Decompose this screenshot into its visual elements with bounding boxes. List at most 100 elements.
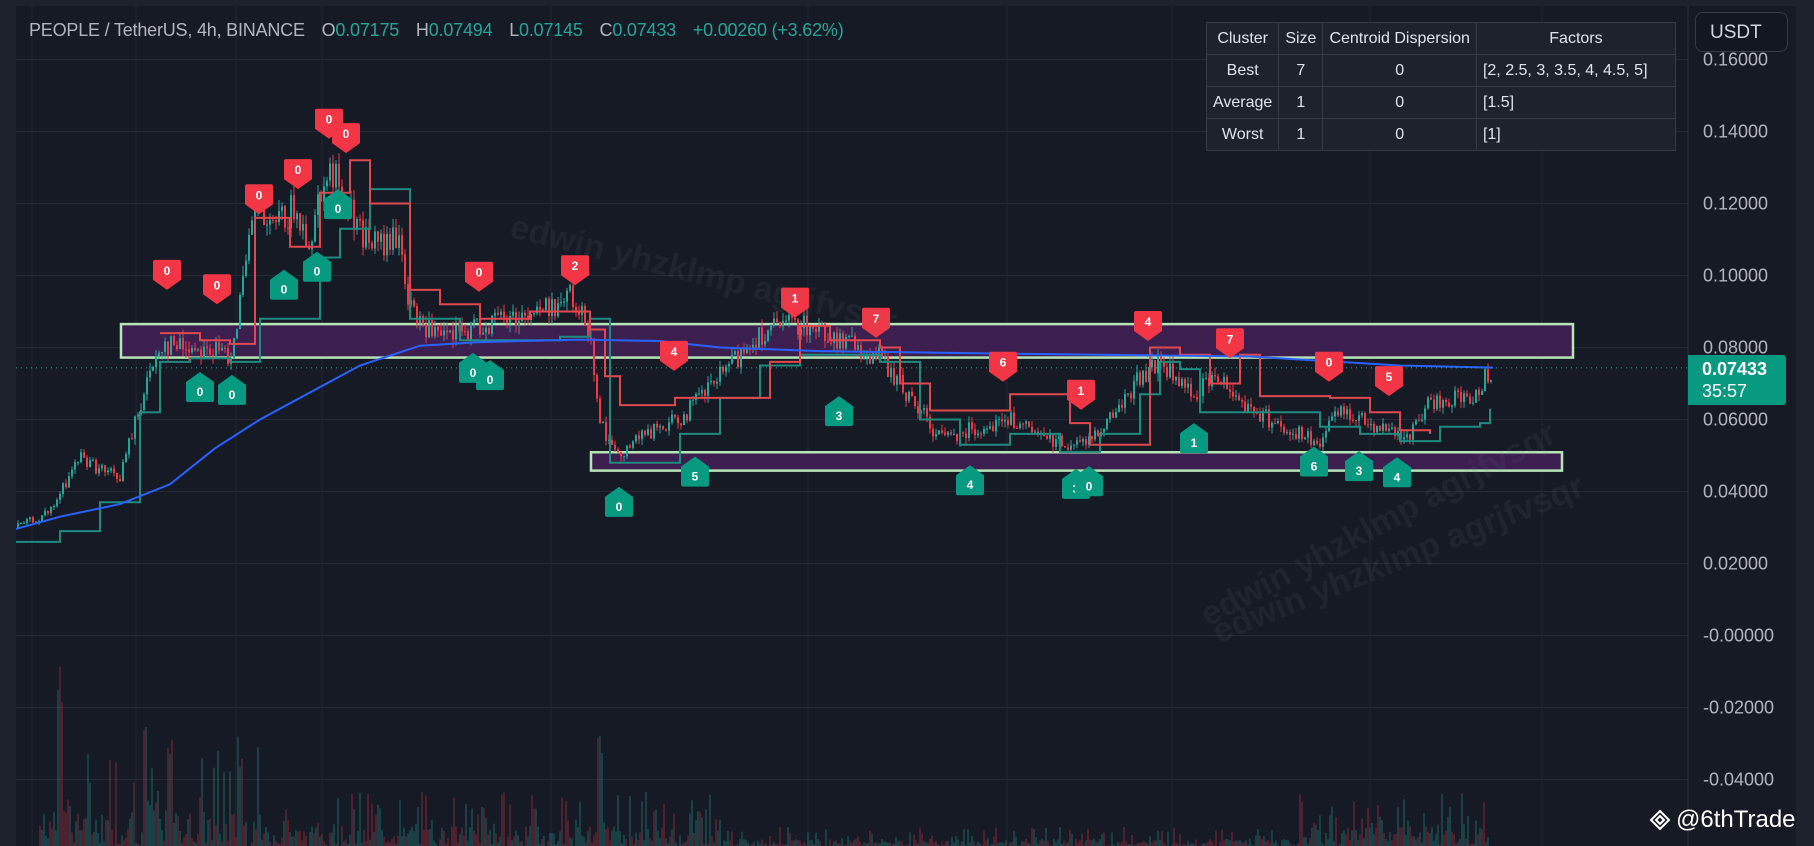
sell-signal-marker[interactable]: 0 xyxy=(465,261,493,292)
svg-text:0: 0 xyxy=(197,385,204,399)
cell-dispersion: 0 xyxy=(1322,54,1477,87)
sell-signal-marker[interactable]: 0 xyxy=(153,259,181,290)
brand-handle: @6thTrade xyxy=(1676,806,1796,833)
price-axis-tick: -0.04000 xyxy=(1703,769,1775,789)
table-row: Average 1 0 [1.5] xyxy=(1205,86,1676,119)
support-zone[interactable] xyxy=(589,451,1564,472)
sell-signal-marker[interactable]: 0 xyxy=(245,184,273,215)
top-border xyxy=(0,0,1814,6)
svg-text:0: 0 xyxy=(164,264,171,278)
sell-signal-marker[interactable]: 4 xyxy=(660,340,688,371)
svg-text:0: 0 xyxy=(256,188,263,202)
cell-dispersion: 0 xyxy=(1322,118,1477,151)
cell-cluster: Average xyxy=(1205,86,1280,119)
adaptive-ma-line xyxy=(15,338,1494,530)
svg-text:5: 5 xyxy=(1386,370,1393,384)
buy-signal-marker[interactable]: 5 xyxy=(681,456,709,487)
sell-signal-marker[interactable]: 1 xyxy=(1067,379,1095,410)
buy-signal-marker[interactable]: 0 xyxy=(186,371,214,402)
bar-countdown: 35:57 xyxy=(1702,381,1748,401)
open-label: O xyxy=(321,20,336,40)
svg-text:6: 6 xyxy=(1000,356,1007,370)
currency-button[interactable]: USDT xyxy=(1695,12,1788,52)
buy-signal-marker[interactable]: 4 xyxy=(956,465,984,496)
price-axis-tick: 0.16000 xyxy=(1703,49,1769,69)
svg-text:6: 6 xyxy=(1311,460,1318,474)
svg-text:4: 4 xyxy=(1145,315,1152,329)
svg-text:7: 7 xyxy=(873,312,880,326)
svg-text:0: 0 xyxy=(229,388,236,402)
price-axis-tick: 0.10000 xyxy=(1703,265,1769,285)
close-label: C xyxy=(599,20,613,40)
svg-text:7: 7 xyxy=(1227,332,1234,346)
svg-text:0: 0 xyxy=(476,266,483,280)
lower-trailing-stop-line xyxy=(16,188,1491,543)
sell-signal-marker[interactable]: 0 xyxy=(332,123,360,154)
upper-trailing-stop-line xyxy=(160,159,1431,446)
svg-text:0: 0 xyxy=(314,265,321,279)
signal-markers: 0000000241761470500000000534301634 xyxy=(153,108,1411,517)
svg-text:1: 1 xyxy=(792,292,799,306)
svg-text:4: 4 xyxy=(671,345,678,359)
sell-signal-marker[interactable]: 0 xyxy=(203,274,231,305)
buy-signal-marker[interactable]: 0 xyxy=(218,374,246,405)
svg-text:1: 1 xyxy=(1191,436,1198,450)
table-row: Worst 1 0 [1] xyxy=(1205,118,1676,151)
buy-signal-marker[interactable]: 0 xyxy=(605,486,633,517)
svg-text:3: 3 xyxy=(836,409,843,423)
sell-signal-marker[interactable]: 7 xyxy=(1216,328,1244,359)
sell-signal-marker[interactable]: 5 xyxy=(1375,366,1403,397)
buy-signal-marker[interactable]: 4 xyxy=(1383,457,1411,488)
buy-signal-marker[interactable]: 1 xyxy=(1180,423,1208,454)
open-value: 0.07175 xyxy=(335,20,400,40)
cell-size: 7 xyxy=(1278,54,1324,87)
svg-text:0: 0 xyxy=(470,366,477,380)
svg-text:0: 0 xyxy=(343,127,350,141)
cell-factors: [1] xyxy=(1475,118,1676,151)
buy-signal-marker[interactable]: 0 xyxy=(476,360,504,391)
buy-signal-marker[interactable]: 0 xyxy=(303,251,331,282)
cell-factors: [2, 2.5, 3, 3.5, 4, 4.5, 5] xyxy=(1475,54,1676,87)
cluster-stats-table: Cluster Size Centroid Dispersion Factors… xyxy=(1205,22,1676,151)
svg-text:5: 5 xyxy=(692,470,699,484)
buy-signal-marker[interactable]: 0 xyxy=(270,269,298,300)
buy-signal-marker[interactable]: 3 xyxy=(1345,451,1373,482)
sell-signal-marker[interactable]: 2 xyxy=(561,255,589,286)
price-axis-tick: 0.08000 xyxy=(1703,337,1769,357)
sell-signal-marker[interactable]: 0 xyxy=(284,159,312,190)
svg-text:1: 1 xyxy=(1078,384,1085,398)
sell-signal-marker[interactable]: 7 xyxy=(862,307,890,338)
svg-text:0: 0 xyxy=(1326,356,1333,370)
sell-signal-marker[interactable]: 4 xyxy=(1134,311,1162,342)
symbol-legend: PEOPLE / TetherUS, 4h, BINANCE O0.07175 … xyxy=(29,20,856,41)
symbol-title[interactable]: PEOPLE / TetherUS, 4h, BINANCE xyxy=(29,20,305,40)
high-value: 0.07494 xyxy=(428,20,493,40)
svg-text:0: 0 xyxy=(1086,479,1093,493)
price-axis-tick: 0.02000 xyxy=(1703,553,1769,573)
price-axis-tick: 0.06000 xyxy=(1703,409,1769,429)
sell-signal-marker[interactable]: 6 xyxy=(989,351,1017,382)
header-size: Size xyxy=(1278,22,1324,55)
right-border xyxy=(1796,0,1814,846)
low-label: L xyxy=(509,20,520,40)
header-cluster: Cluster xyxy=(1205,22,1280,55)
buy-signal-marker[interactable]: 6 xyxy=(1300,446,1328,477)
brand-watermark: @6thTrade xyxy=(1648,806,1796,834)
svg-text:0: 0 xyxy=(335,202,342,216)
svg-text:0: 0 xyxy=(281,283,288,297)
price-axis-tick: 0.14000 xyxy=(1703,121,1769,141)
svg-text:0: 0 xyxy=(295,163,302,177)
buy-signal-marker[interactable]: 0 xyxy=(324,189,352,220)
price-axis-tick: -0.02000 xyxy=(1703,697,1775,717)
sell-signal-marker[interactable]: 0 xyxy=(1315,351,1343,382)
svg-text:2: 2 xyxy=(572,259,579,273)
price-axis-tick: -0.00000 xyxy=(1703,625,1775,645)
buy-signal-marker[interactable]: 0 xyxy=(1075,466,1103,497)
change-value: +0.00260 (+3.62%) xyxy=(692,20,844,40)
sell-signal-marker[interactable]: 1 xyxy=(781,287,809,318)
buy-signal-marker[interactable]: 3 xyxy=(825,396,853,427)
table-header-row: Cluster Size Centroid Dispersion Factors xyxy=(1205,22,1676,55)
svg-text:0: 0 xyxy=(326,113,333,127)
